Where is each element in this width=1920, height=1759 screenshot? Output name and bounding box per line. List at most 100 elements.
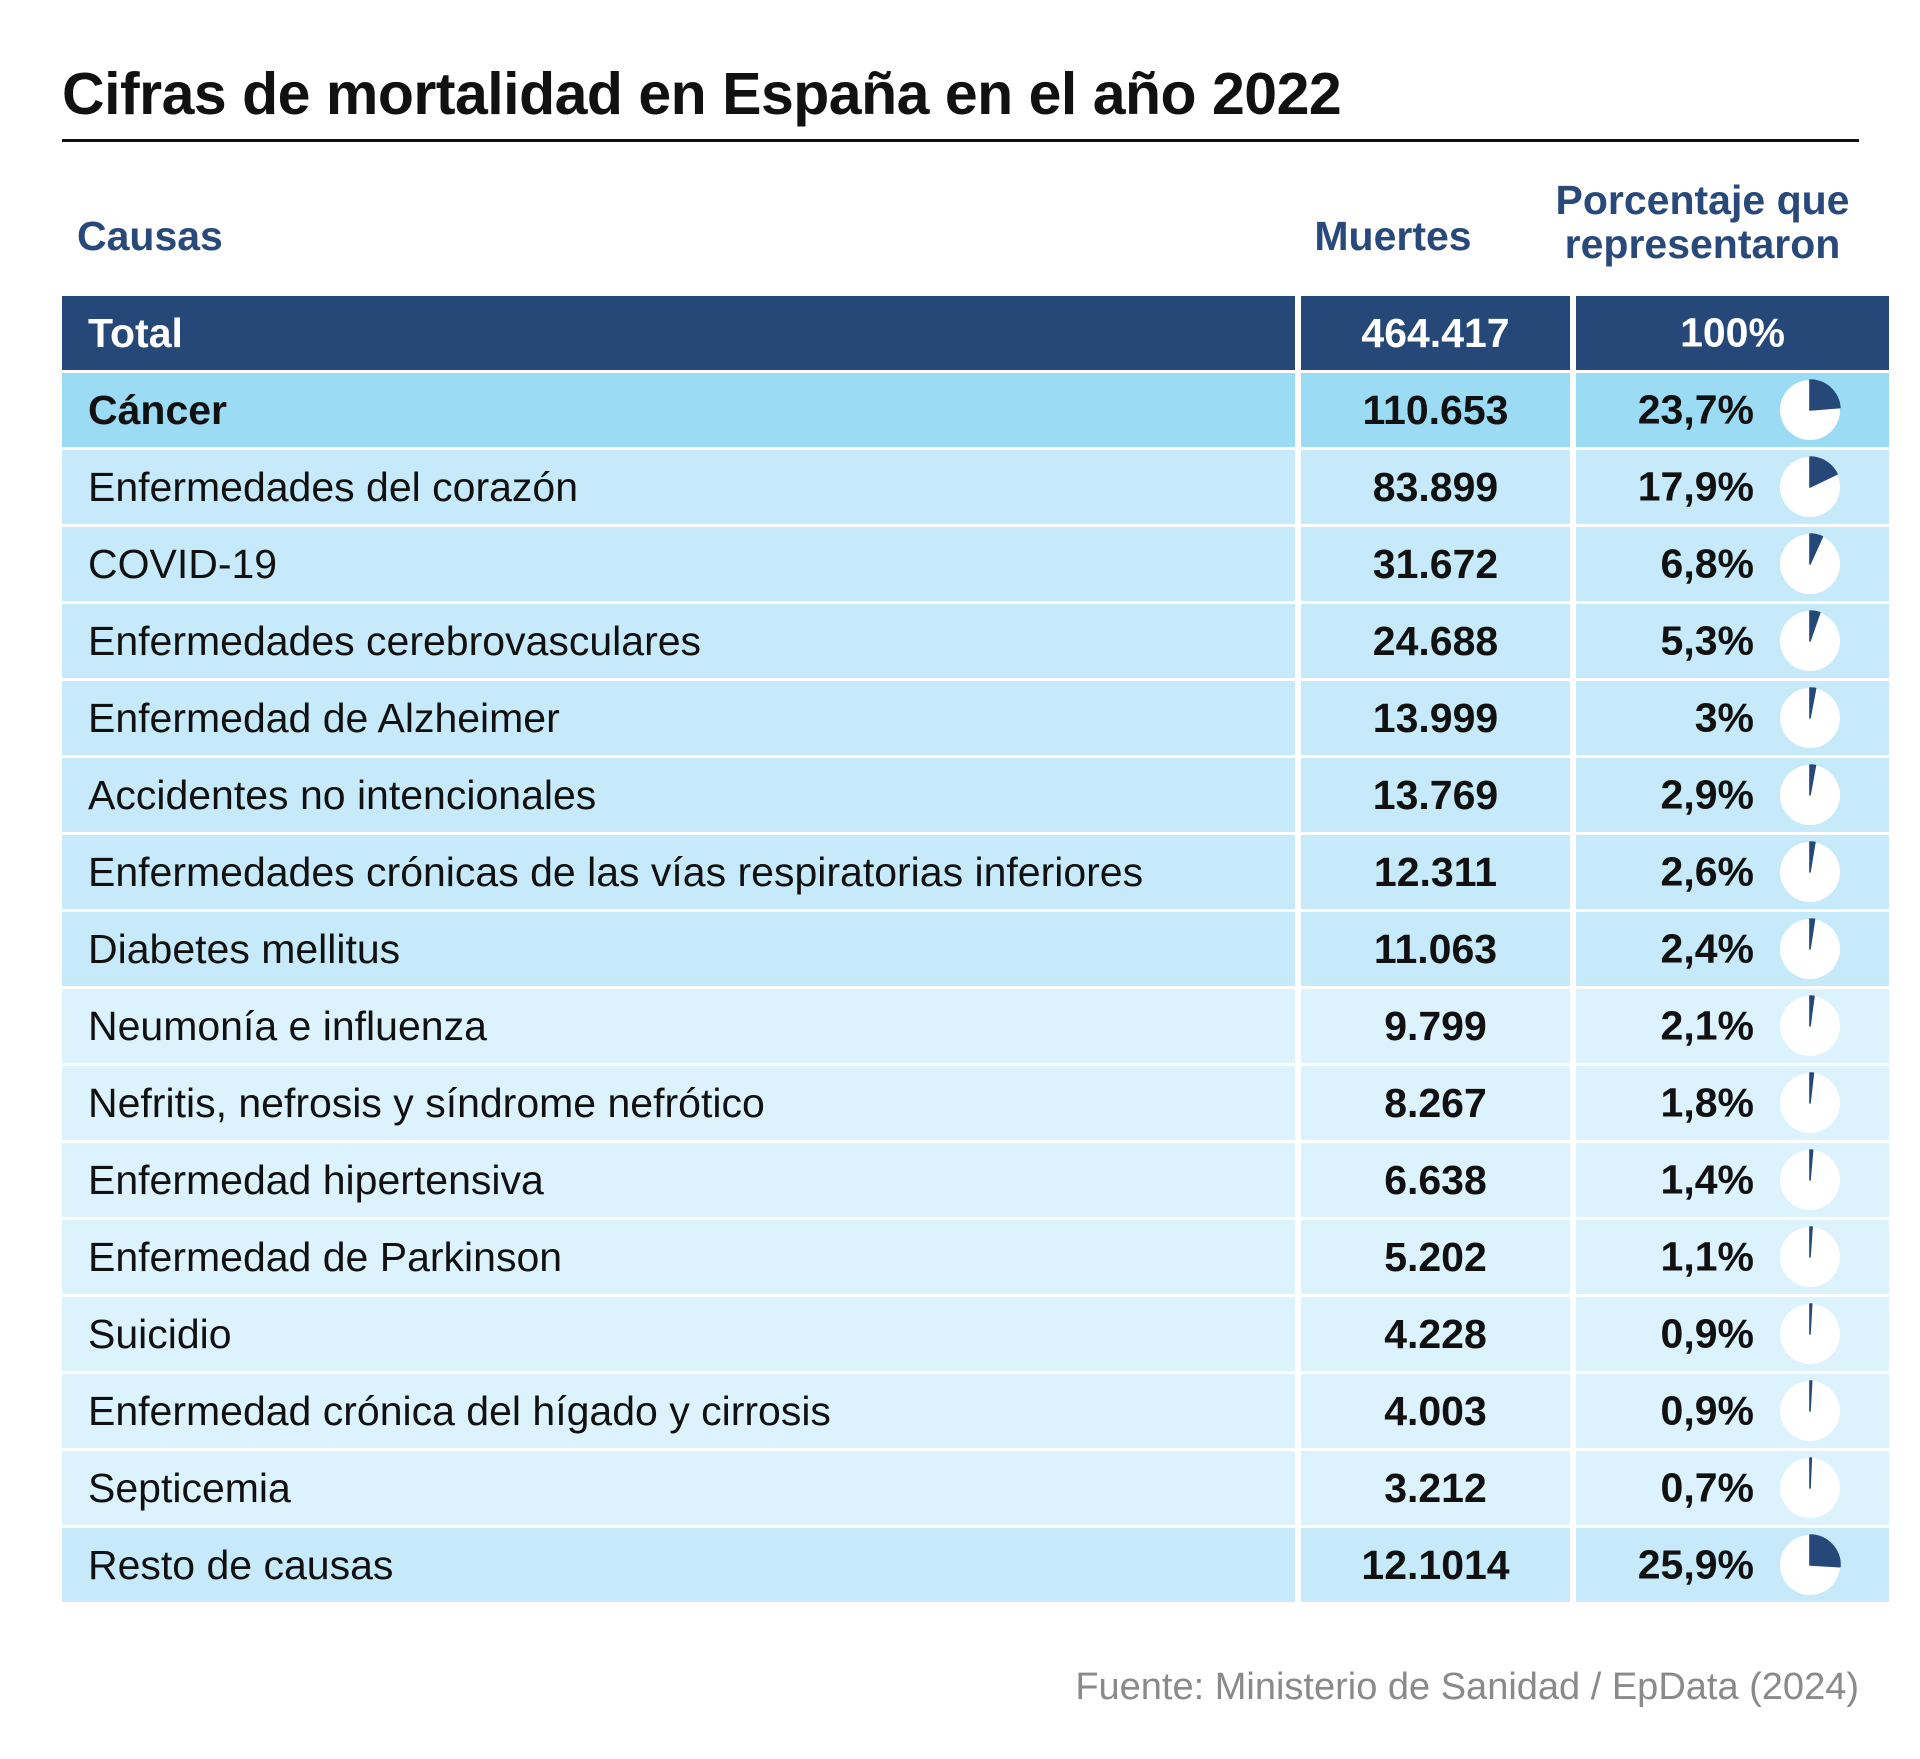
percent-pie (1778, 609, 1842, 673)
percent-pie (1778, 840, 1842, 904)
percent-value: 2,4% (1660, 925, 1754, 972)
deaths-value: 4.228 (1301, 1297, 1576, 1371)
pie-slice (1809, 995, 1815, 1027)
percent-pie (1778, 1071, 1842, 1135)
column-header-percent-line2: representaron (1564, 221, 1841, 267)
percent-value: 23,7% (1637, 386, 1754, 433)
pie-svg (1780, 1380, 1840, 1441)
pie-svg (1780, 1072, 1840, 1133)
pie-slice (1809, 533, 1824, 565)
cause-label: Enfermedades del corazón (62, 450, 1301, 524)
percent-value: 2,1% (1660, 1002, 1754, 1049)
deaths-value: 31.672 (1301, 527, 1576, 601)
column-header-deaths: Muertes (1314, 213, 1472, 259)
deaths-value: 8.267 (1301, 1066, 1576, 1140)
percent-value: 17,9% (1637, 463, 1754, 510)
percent-value: 0,7% (1660, 1464, 1754, 1511)
percent-cell: 1,4% (1576, 1143, 1889, 1217)
cause-label: Suicidio (62, 1297, 1301, 1371)
percent-cell: 17,9% (1576, 450, 1889, 524)
percent-cell: 3% (1576, 681, 1889, 755)
pie-slice (1809, 379, 1841, 411)
percent-pie (1778, 686, 1842, 750)
percent-cell: 1,1% (1576, 1220, 1889, 1294)
pie-slice (1809, 1072, 1815, 1104)
pie-slice (1809, 1226, 1813, 1258)
table-row: Enfermedad hipertensiva 6.638 1,4% (62, 1143, 1889, 1217)
table-row: COVID-19 31.672 6,8% (62, 527, 1889, 601)
table-row: Enfermedades cerebrovasculares 24.688 5,3% (62, 604, 1889, 678)
percent-pie (1778, 917, 1842, 981)
table-body: Total 464.417 100% Cáncer 110.653 23,7% Enf… (62, 296, 1889, 1602)
mortality-table: Total 464.417 100% Cáncer 110.653 23,7% Enf… (62, 293, 1889, 1605)
table-row: Enfermedades crónicas de las vías respir… (62, 835, 1889, 909)
cause-label: Nefritis, nefrosis y síndrome nefrótico (62, 1066, 1301, 1140)
percent-value: 2,9% (1660, 771, 1754, 818)
column-header-causes: Causas (77, 213, 223, 259)
percent-cell: 6,8% (1576, 527, 1889, 601)
pie-svg (1780, 918, 1840, 979)
pie-svg (1780, 687, 1840, 748)
cause-label: Enfermedad hipertensiva (62, 1143, 1301, 1217)
total-percent-cell: 100% (1576, 296, 1889, 370)
deaths-value: 13.769 (1301, 758, 1576, 832)
pie-slice (1809, 1534, 1841, 1568)
percent-cell: 2,4% (1576, 912, 1889, 986)
table-row: Nefritis, nefrosis y síndrome nefrótico 8… (62, 1066, 1889, 1140)
cause-label: Enfermedad de Alzheimer (62, 681, 1301, 755)
percent-value: 1,8% (1660, 1079, 1754, 1126)
percent-cell: 2,1% (1576, 989, 1889, 1063)
percent-value: 0,9% (1660, 1387, 1754, 1434)
pie-svg (1780, 764, 1840, 825)
title-divider (62, 139, 1859, 142)
pie-slice (1809, 764, 1817, 796)
percent-pie (1778, 1456, 1842, 1520)
percent-pie (1778, 763, 1842, 827)
deaths-value: 5.202 (1301, 1220, 1576, 1294)
column-header-percent-line1: Porcentaje que (1555, 177, 1850, 223)
deaths-value: 11.063 (1301, 912, 1576, 986)
table-row: Neumonía e influenza 9.799 2,1% (62, 989, 1889, 1063)
deaths-value: 4.003 (1301, 1374, 1576, 1448)
percent-value: 6,8% (1660, 540, 1754, 587)
percent-pie (1778, 1379, 1842, 1443)
deaths-value: 110.653 (1301, 373, 1576, 447)
table-row: Enfermedades del corazón 83.899 17,9% (62, 450, 1889, 524)
cause-label: Enfermedades cerebrovasculares (62, 604, 1301, 678)
percent-cell: 2,6% (1576, 835, 1889, 909)
pie-svg (1780, 841, 1840, 902)
pie-slice (1809, 687, 1817, 719)
pie-svg (1780, 1457, 1840, 1518)
pie-svg (1780, 379, 1841, 440)
percent-cell: 0,9% (1576, 1374, 1889, 1448)
percent-cell: 5,3% (1576, 604, 1889, 678)
pie-slice (1809, 1380, 1813, 1412)
percent-cell: 25,9% (1576, 1528, 1889, 1602)
cause-label: Septicemia (62, 1451, 1301, 1525)
table-row: Suicidio 4.228 0,9% (62, 1297, 1889, 1371)
pie-slice (1809, 841, 1816, 873)
pie-slice (1809, 1303, 1813, 1335)
percent-cell: 0,7% (1576, 1451, 1889, 1525)
deaths-value: 12.311 (1301, 835, 1576, 909)
cause-label: Accidentes no intencionales (62, 758, 1301, 832)
chart-title: Cifras de mortalidad en España en el año… (62, 61, 1342, 127)
deaths-value: 13.999 (1301, 681, 1576, 755)
percent-value: 2,6% (1660, 848, 1754, 895)
percent-cell: 23,7% (1576, 373, 1889, 447)
table-row: Enfermedad crónica del hígado y cirrosis… (62, 1374, 1889, 1448)
cause-label: Diabetes mellitus (62, 912, 1301, 986)
cause-label: Enfermedades crónicas de las vías respir… (62, 835, 1301, 909)
percent-value: 3% (1694, 694, 1754, 741)
deaths-value: 83.899 (1301, 450, 1576, 524)
percent-pie (1778, 994, 1842, 1058)
percent-pie (1778, 1302, 1842, 1366)
deaths-value: 24.688 (1301, 604, 1576, 678)
table-row: Enfermedad de Alzheimer 13.999 3% (62, 681, 1889, 755)
deaths-value: 3.212 (1301, 1451, 1576, 1525)
percent-value: 0,9% (1660, 1310, 1754, 1357)
percent-cell: 0,9% (1576, 1297, 1889, 1371)
cause-label: Neumonía e influenza (62, 989, 1301, 1063)
table-row: Diabetes mellitus 11.063 2,4% (62, 912, 1889, 986)
pie-slice (1809, 918, 1816, 950)
